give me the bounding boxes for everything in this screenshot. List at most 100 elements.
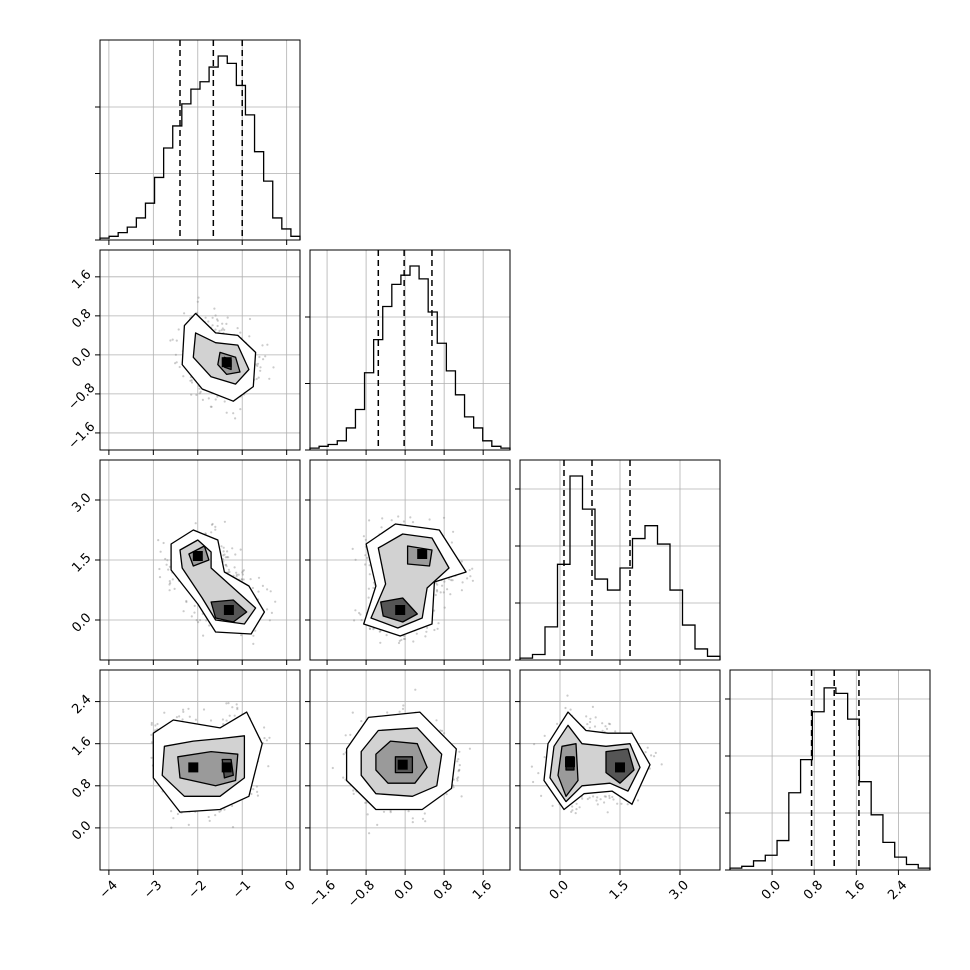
y-tick-label: 1.6	[69, 734, 94, 759]
sample-point	[254, 629, 257, 632]
sample-point	[533, 743, 536, 746]
sample-point	[409, 516, 412, 519]
sample-point	[604, 725, 607, 728]
sample-point	[423, 812, 426, 815]
sample-point	[442, 591, 445, 594]
sample-point	[532, 780, 535, 784]
sample-point	[648, 767, 651, 770]
sample-point	[236, 708, 239, 711]
sample-point	[608, 794, 611, 798]
sample-point	[397, 515, 400, 518]
sample-point	[169, 582, 172, 585]
sample-point	[233, 566, 236, 569]
sample-point	[564, 706, 567, 710]
sample-point	[220, 329, 223, 332]
sample-point	[540, 794, 543, 798]
sample-point	[595, 799, 598, 802]
sample-point	[225, 411, 228, 414]
sample-point	[239, 408, 242, 411]
sample-point	[181, 718, 184, 721]
sample-point	[167, 568, 170, 571]
sample-point	[360, 720, 363, 723]
sample-point	[269, 590, 272, 593]
sample-point	[575, 808, 578, 811]
sample-point	[352, 789, 355, 792]
sample-point	[442, 516, 446, 519]
sample-point	[227, 556, 230, 559]
sample-point	[378, 630, 381, 633]
y-tick-label: 1.5	[69, 550, 94, 575]
sample-point	[353, 619, 356, 622]
density-panel-2-3	[309, 459, 511, 661]
x-tick-label: −3	[141, 878, 165, 902]
x-tick-label: 0.8	[431, 878, 456, 903]
sample-point	[331, 766, 334, 770]
sample-point	[225, 565, 228, 568]
sample-point	[468, 569, 471, 572]
histogram-series-2	[309, 265, 511, 450]
sample-point	[364, 801, 367, 805]
density-layer	[530, 694, 663, 815]
sample-point	[460, 560, 463, 563]
sample-point	[233, 714, 236, 717]
sample-point	[228, 714, 231, 717]
sample-point	[466, 577, 469, 580]
sample-point	[433, 628, 436, 632]
sample-point	[224, 556, 227, 559]
sample-point	[607, 722, 611, 725]
sample-point	[226, 550, 229, 553]
sample-point	[342, 776, 345, 779]
sample-point	[421, 817, 425, 820]
sample-point	[182, 610, 185, 613]
sample-point	[193, 611, 196, 614]
sample-point	[218, 329, 221, 332]
sample-point	[251, 586, 254, 590]
sample-point	[569, 708, 572, 711]
sample-point	[443, 606, 446, 609]
sample-point	[263, 726, 266, 729]
sample-point	[194, 522, 197, 525]
sample-point	[175, 361, 178, 364]
density-peak	[192, 551, 203, 561]
density-layer	[331, 688, 471, 835]
sample-point	[223, 520, 226, 523]
hist-frame	[729, 669, 931, 871]
sample-point	[608, 796, 611, 800]
sample-point	[268, 619, 271, 622]
sample-point	[402, 637, 406, 641]
sample-point	[407, 810, 410, 813]
sample-point	[261, 344, 264, 347]
sample-point	[386, 711, 389, 714]
sample-point	[168, 580, 171, 583]
sample-point	[458, 764, 461, 767]
sample-point	[190, 379, 193, 382]
sample-point	[255, 377, 258, 381]
sample-point	[382, 810, 386, 813]
sample-point	[223, 553, 226, 556]
sample-point	[614, 730, 617, 733]
x-tick-label: 0	[282, 878, 298, 894]
sample-point	[389, 811, 392, 814]
density-peak	[417, 549, 428, 559]
sample-point	[170, 810, 173, 813]
sample-point	[185, 599, 188, 603]
sample-point	[182, 710, 185, 714]
hist-frame	[309, 249, 511, 451]
sample-point	[457, 776, 460, 779]
sample-point	[425, 630, 428, 633]
y-tick-label: −1.6	[66, 419, 99, 452]
sample-point	[222, 723, 225, 726]
sample-point	[195, 393, 198, 396]
x-tick-label: 0.0	[392, 878, 417, 903]
sample-point	[211, 316, 214, 319]
sample-point	[390, 519, 393, 522]
sample-point	[235, 575, 238, 578]
sample-point	[362, 535, 365, 538]
sample-point	[156, 722, 159, 726]
sample-point	[414, 688, 417, 691]
hist-panel-3	[515, 459, 721, 661]
sample-point	[368, 573, 371, 576]
histogram-series-1	[99, 55, 301, 240]
sample-point	[171, 338, 174, 341]
sample-point	[176, 812, 179, 816]
